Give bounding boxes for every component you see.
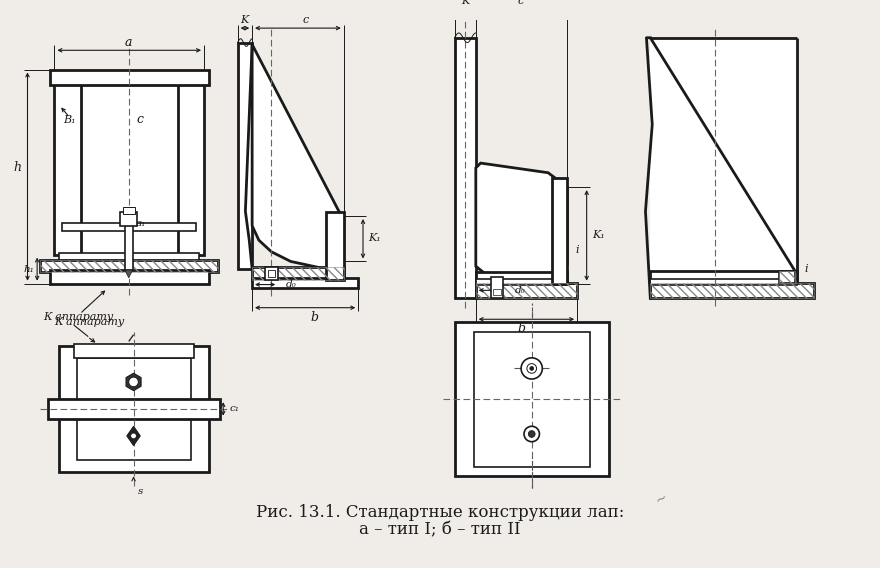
Bar [77,358,191,460]
Circle shape [530,366,533,370]
Text: s: s [138,487,143,496]
Bar [491,277,502,298]
Bar [650,283,814,298]
Text: c: c [302,15,308,26]
Bar [476,279,568,285]
Bar [455,322,609,477]
Polygon shape [253,44,344,269]
Text: c: c [518,0,524,6]
Text: i: i [576,245,579,255]
Bar [265,267,278,279]
Circle shape [524,426,539,442]
Text: d₀: d₀ [285,280,296,289]
Text: d₀: d₀ [515,286,525,295]
Bar [650,283,814,298]
Text: B₁: B₁ [63,115,77,125]
Bar [125,217,133,270]
Bar [493,289,501,295]
Text: b: b [311,311,319,324]
Bar [49,270,209,283]
Bar [268,270,275,277]
Bar [476,283,577,298]
Text: ~: ~ [653,490,671,508]
Text: а – тип I; б – тип II: а – тип I; б – тип II [359,521,521,538]
Bar [49,69,209,85]
Circle shape [521,358,542,379]
Text: h: h [14,161,22,174]
Bar [238,43,253,269]
Bar [59,253,199,262]
Bar [48,399,220,419]
Text: h₁: h₁ [23,265,33,274]
Circle shape [128,377,138,387]
Bar [552,178,568,283]
Bar [650,279,797,285]
Text: K₁: K₁ [592,231,605,240]
Bar [455,37,476,298]
Bar [780,271,795,283]
Circle shape [130,433,136,439]
Text: a₁: a₁ [136,219,145,228]
Polygon shape [127,426,140,445]
Text: c₁: c₁ [230,404,239,414]
Bar [473,332,590,467]
Text: K: K [240,15,248,26]
Bar [120,212,137,225]
Text: b: b [517,323,525,336]
Text: c: c [136,113,143,126]
Bar [55,72,204,254]
Text: K₁: K₁ [368,233,381,243]
Circle shape [527,364,537,373]
Bar [123,207,135,214]
Bar [59,346,209,471]
Bar [650,37,797,298]
Bar [253,267,344,279]
Bar [253,267,344,279]
Text: К аппарату: К аппарату [43,312,114,322]
Polygon shape [125,270,133,278]
Bar [326,212,344,279]
Text: i: i [804,264,808,274]
Polygon shape [126,373,141,391]
Polygon shape [476,163,568,274]
Bar [74,344,194,358]
Bar [780,271,795,283]
Text: Рис. 13.1. Стандартные конструкции лап:: Рис. 13.1. Стандартные конструкции лап: [256,504,624,521]
Bar [476,283,577,298]
Text: К аппарату: К аппарату [55,317,125,327]
Bar [650,271,797,285]
Bar [40,261,218,272]
Circle shape [528,431,535,437]
Text: a: a [125,36,133,49]
Bar [62,223,196,231]
Bar [40,261,218,272]
Text: K: K [461,0,469,6]
Bar [476,272,568,283]
Bar [253,278,358,289]
